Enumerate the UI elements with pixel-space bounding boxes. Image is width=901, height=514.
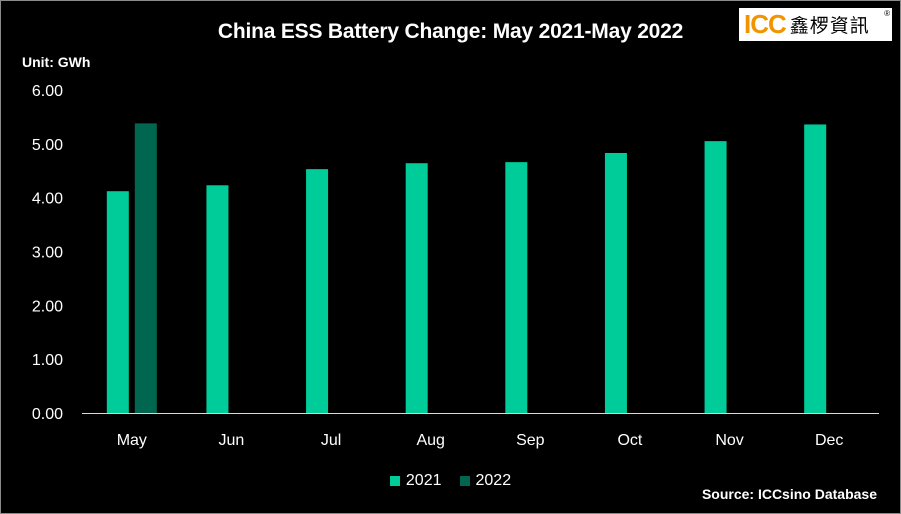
logo-text-en: ICC [744,9,787,39]
bar-2021-oct [604,152,627,414]
legend-label-2022: 2022 [475,472,512,489]
bar-2022-may [134,123,157,414]
x-tick-label: Dec [815,432,843,449]
y-tick-label: 5.00 [32,137,63,154]
x-tick-label: May [117,432,147,449]
x-tick-label: Aug [416,432,444,449]
y-tick-label: 4.00 [32,191,63,208]
x-tick-label: Nov [715,432,743,449]
x-tick-label: Jul [321,432,341,449]
bar-2021-dec [804,124,827,413]
y-tick-label: 6.00 [32,83,63,100]
x-tick-label: Jun [219,432,245,449]
registered-mark: ® [884,9,890,18]
legend-swatch-2022 [459,476,470,486]
bar-2021-sep [505,162,528,413]
logo-text-cn: 鑫椤資訊 [789,15,870,37]
y-tick-label: 0.00 [32,406,63,423]
bar-2021-jul [306,169,329,413]
icc-logo: ICC 鑫椤資訊 ® [739,8,892,41]
unit-label: Unit: GWh [22,54,91,70]
x-tick-label: Sep [516,432,545,449]
bar-2021-nov [704,141,727,413]
y-tick-label: 1.00 [32,352,63,369]
bar-2021-jun [206,185,229,413]
y-tick-label: 2.00 [32,298,63,315]
chart-title: China ESS Battery Change: May 2021-May 2… [217,20,684,43]
legend-swatch-2021 [389,476,400,486]
y-tick-label: 3.00 [32,245,63,262]
bar-2021-aug [405,163,428,413]
legend-item-2021: 2021 [389,472,442,490]
legend-item-2022: 2022 [459,472,512,490]
legend-label-2021: 2021 [405,472,442,489]
bar-2021-may [106,191,129,413]
x-tick-label: Oct [617,432,642,449]
source-note: Source: ICCsino Database [701,486,877,502]
legend: 2021 2022 [0,472,901,490]
